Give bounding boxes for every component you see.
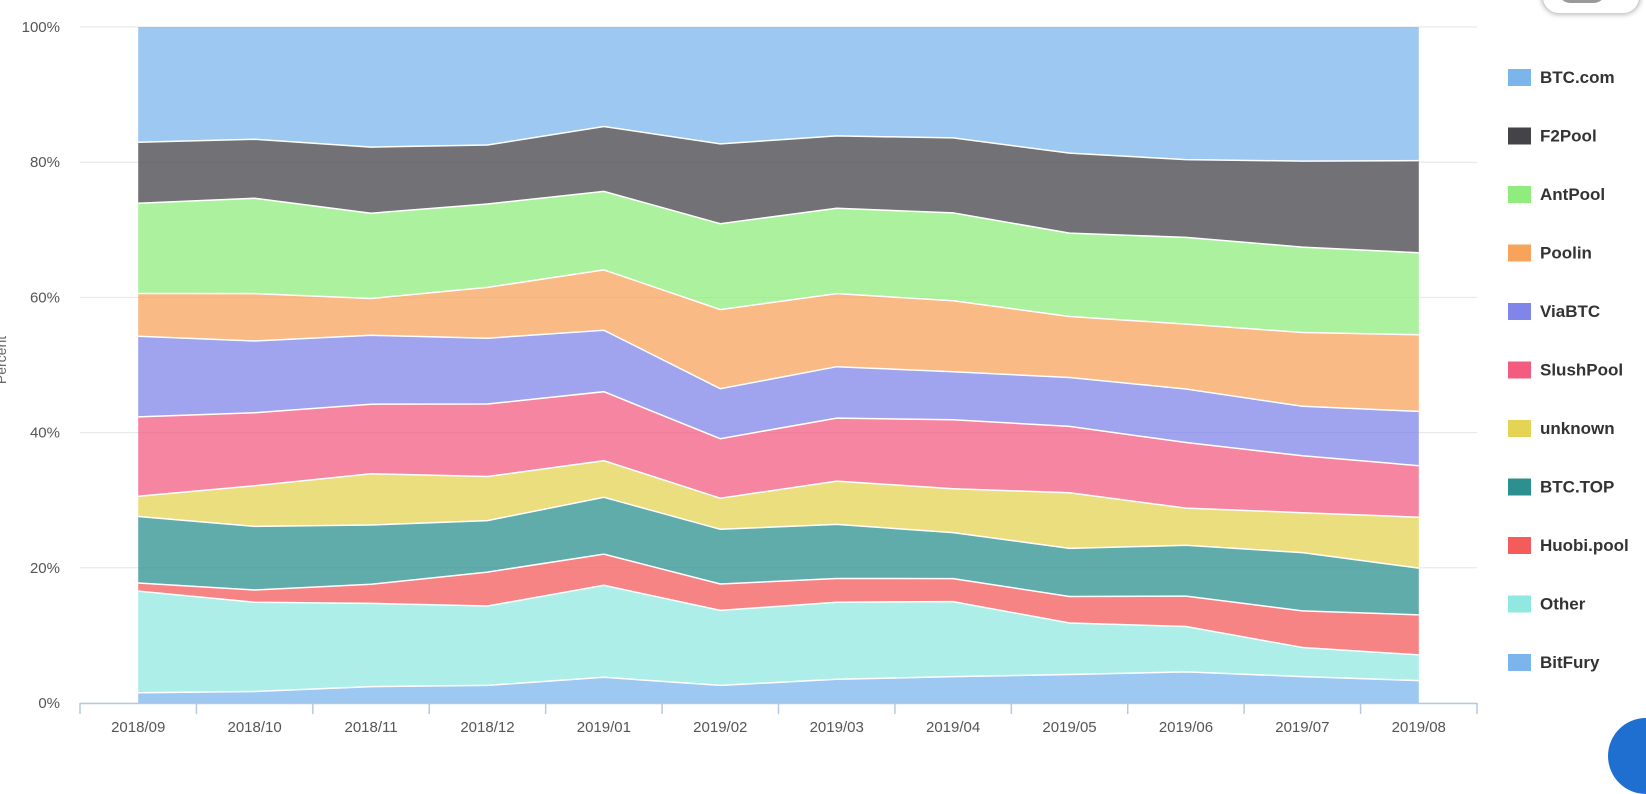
legend-swatch — [1508, 361, 1531, 379]
x-tick-label: 2019/08 — [1392, 719, 1446, 736]
legend-label: F2Pool — [1540, 127, 1597, 146]
area-antpool[interactable] — [138, 191, 1419, 335]
area-border-huobi-pool — [138, 553, 1419, 616]
legend-label: BitFury — [1540, 653, 1600, 672]
area-other[interactable] — [138, 585, 1419, 693]
legend-item-bitfury[interactable]: BitFury — [1508, 653, 1600, 672]
stacked-area-chart: 2018/09 2018/10 2018/11 2018/12 2019/01 2019/… — [0, 19, 1629, 736]
legend-swatch — [1508, 537, 1531, 554]
legend-swatch — [1508, 244, 1531, 262]
y-axis-label: Percent — [0, 336, 9, 384]
area-huobi-pool[interactable] — [138, 554, 1419, 655]
legend-item-other[interactable]: Other — [1508, 595, 1586, 614]
y-tick-label: 40% — [30, 425, 60, 442]
legend-swatch — [1508, 654, 1531, 671]
legend-swatch — [1508, 186, 1531, 203]
x-axis: 2018/09 2018/10 2018/11 2018/12 2019/01 2019/… — [79, 702, 1478, 736]
area-border-unknown — [138, 459, 1419, 518]
x-tick-label: 2019/01 — [577, 719, 631, 736]
x-tick-label: 2019/07 — [1275, 719, 1329, 736]
x-tick-label: 2019/06 — [1159, 719, 1213, 736]
legend-item-f2pool[interactable]: F2Pool — [1508, 127, 1597, 146]
legend-item-unknown[interactable]: unknown — [1508, 419, 1615, 438]
area-unknown[interactable] — [138, 460, 1419, 569]
x-tick-label: 2019/03 — [810, 719, 864, 736]
legend-label: AntPool — [1540, 185, 1605, 204]
x-tick-label: 2018/11 — [344, 719, 397, 736]
legend-label: BTC.com — [1540, 68, 1615, 87]
legend-label: Poolin — [1540, 244, 1592, 263]
legend-swatch — [1508, 127, 1531, 145]
x-tick-label: 2019/04 — [926, 719, 980, 736]
area-border-slushpool — [138, 390, 1419, 467]
legend-label: SlushPool — [1540, 361, 1623, 380]
chart-areas — [138, 27, 1419, 703]
legend-swatch — [1508, 303, 1531, 320]
x-tick-label: 2018/09 — [111, 719, 165, 736]
legend-item-viabtc[interactable]: ViaBTC — [1508, 302, 1600, 321]
legend-item-btc-com[interactable]: BTC.com — [1508, 68, 1615, 87]
area-btc-top[interactable] — [138, 497, 1419, 615]
area-border-viabtc — [138, 329, 1419, 413]
legend-item-huobi-pool[interactable]: Huobi.pool — [1508, 536, 1629, 555]
area-bitfury[interactable] — [138, 671, 1419, 703]
y-tick-label: 80% — [30, 154, 60, 171]
legend-label: unknown — [1540, 419, 1615, 438]
legend-label: BTC.TOP — [1540, 478, 1614, 497]
legend-swatch — [1508, 69, 1531, 86]
legend-label: ViaBTC — [1540, 302, 1600, 321]
area-border-poolin — [138, 269, 1419, 336]
area-border-btc-top — [138, 496, 1419, 569]
legend: BTC.com F2Pool AntPool Poolin ViaBTC SlushPoo… — [1508, 68, 1629, 672]
legend-label: Huobi.pool — [1540, 536, 1629, 555]
legend-label: Other — [1540, 595, 1586, 614]
legend-item-btc-top[interactable]: BTC.TOP — [1508, 478, 1614, 497]
x-tick-label: 2018/12 — [460, 719, 514, 736]
area-f2pool[interactable] — [138, 126, 1419, 253]
legend-swatch — [1508, 595, 1531, 613]
area-viabtc[interactable] — [138, 330, 1419, 466]
x-tick-label: 2018/10 — [228, 719, 282, 736]
area-slushpool[interactable] — [138, 391, 1419, 518]
legend-swatch — [1508, 478, 1531, 496]
area-border-other — [138, 584, 1419, 656]
area-btc-com[interactable] — [138, 27, 1419, 162]
x-tick-label: 2019/05 — [1042, 719, 1096, 736]
area-poolin[interactable] — [138, 269, 1419, 412]
x-tick-label: 2019/02 — [693, 719, 747, 736]
y-tick-label: 20% — [30, 560, 60, 577]
legend-swatch — [1508, 420, 1531, 437]
area-border-f2pool — [138, 125, 1419, 162]
area-border-antpool — [138, 190, 1419, 254]
area-border-bitfury — [138, 671, 1419, 694]
legend-item-poolin[interactable]: Poolin — [1508, 244, 1592, 263]
legend-item-slushpool[interactable]: SlushPool — [1508, 361, 1623, 380]
y-axis: Percent 0% 20% 40% 60% 80% 100% — [0, 19, 60, 712]
y-tick-label: 100% — [22, 19, 60, 36]
y-tick-label: 60% — [30, 289, 60, 306]
y-tick-label: 0% — [38, 695, 60, 712]
legend-item-antpool[interactable]: AntPool — [1508, 185, 1605, 204]
